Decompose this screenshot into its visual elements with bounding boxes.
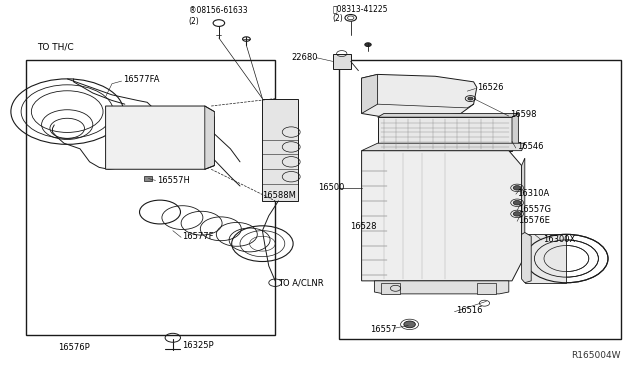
Text: 16557H: 16557H bbox=[157, 176, 189, 185]
Bar bbox=[26, 60, 275, 335]
Bar bbox=[144, 176, 152, 181]
Text: R165004W: R165004W bbox=[572, 351, 621, 360]
Bar bbox=[525, 234, 566, 283]
Text: 16528: 16528 bbox=[350, 222, 376, 231]
Polygon shape bbox=[374, 281, 509, 294]
Polygon shape bbox=[362, 151, 522, 281]
Bar bbox=[381, 283, 400, 294]
Text: 22680: 22680 bbox=[292, 53, 318, 62]
Text: 16526: 16526 bbox=[477, 83, 503, 92]
Polygon shape bbox=[106, 106, 214, 169]
Bar bbox=[262, 99, 298, 201]
Text: 16500: 16500 bbox=[318, 183, 344, 192]
Polygon shape bbox=[522, 232, 531, 283]
Text: 16598: 16598 bbox=[510, 110, 536, 119]
Text: 16516: 16516 bbox=[456, 306, 482, 315]
Text: TO A/CLNR: TO A/CLNR bbox=[278, 278, 324, 287]
Circle shape bbox=[468, 97, 473, 100]
Bar bbox=[477, 283, 496, 294]
Polygon shape bbox=[362, 74, 477, 117]
Polygon shape bbox=[522, 158, 525, 262]
Text: 16310A: 16310A bbox=[517, 189, 549, 198]
Text: ®08156-61633
(2): ®08156-61633 (2) bbox=[189, 6, 248, 26]
Text: 16557G: 16557G bbox=[518, 205, 552, 214]
Text: TO TH/C: TO TH/C bbox=[37, 42, 74, 51]
Polygon shape bbox=[362, 143, 525, 151]
Text: 16577F: 16577F bbox=[182, 232, 214, 241]
Bar bbox=[333, 54, 351, 69]
Bar bbox=[378, 117, 512, 151]
Text: 16300X: 16300X bbox=[543, 235, 575, 244]
Text: 16325P: 16325P bbox=[182, 341, 214, 350]
Text: 16577FA: 16577FA bbox=[123, 76, 159, 84]
Circle shape bbox=[513, 212, 521, 216]
Text: 16546: 16546 bbox=[517, 142, 543, 151]
Text: 16588M: 16588M bbox=[262, 191, 296, 200]
Text: Ⓜ08313-41225
(2): Ⓜ08313-41225 (2) bbox=[333, 4, 388, 23]
Text: 16576E: 16576E bbox=[518, 217, 550, 225]
Polygon shape bbox=[205, 106, 214, 169]
Circle shape bbox=[365, 43, 371, 46]
Circle shape bbox=[513, 186, 521, 190]
Circle shape bbox=[404, 321, 415, 328]
Polygon shape bbox=[362, 74, 378, 113]
Polygon shape bbox=[512, 113, 518, 151]
Text: 16576P: 16576P bbox=[58, 343, 90, 352]
Circle shape bbox=[513, 201, 521, 205]
Polygon shape bbox=[378, 113, 518, 117]
Bar bbox=[339, 60, 621, 339]
Text: 16557: 16557 bbox=[370, 325, 396, 334]
